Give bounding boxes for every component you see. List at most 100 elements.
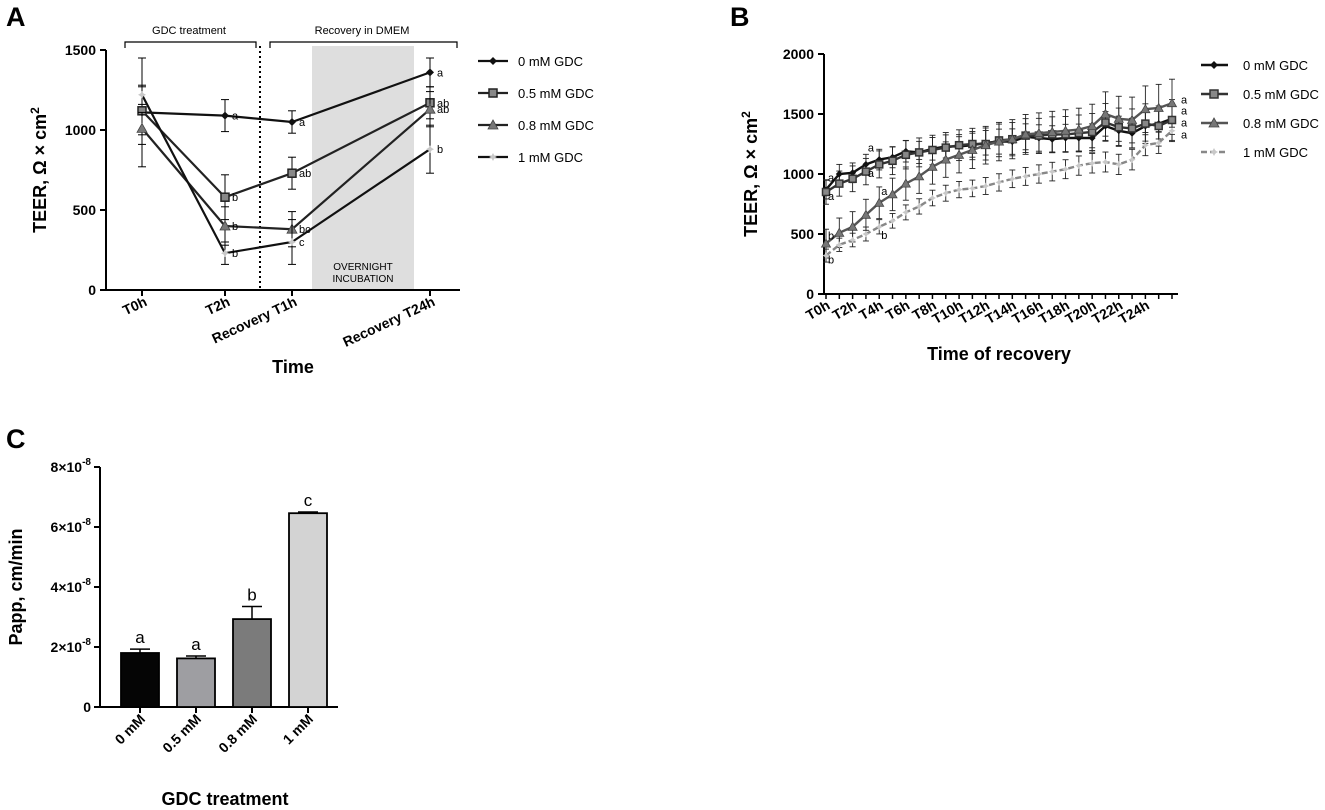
- b-data-point: [835, 179, 844, 188]
- a-legend-marker: [487, 119, 499, 130]
- b-end-letter: a: [1181, 105, 1188, 117]
- b-data-point: [915, 202, 923, 210]
- b-x-tick-label: T4h: [856, 297, 886, 323]
- b-data-point: [1166, 97, 1178, 108]
- b-data-point: [1114, 122, 1124, 132]
- b-y-axis-title-main: TEER, Ω × cm: [741, 118, 761, 237]
- c-significance-letter: a: [191, 635, 201, 654]
- a-data-point: [287, 168, 297, 178]
- b-y-tick-label: 0: [806, 286, 814, 302]
- b-legend-marker: [1210, 148, 1218, 156]
- b-data-point: [1022, 172, 1030, 180]
- b-data-point: [1047, 126, 1058, 136]
- a-y-tick-label: 0: [88, 282, 96, 298]
- b-data-point: [928, 145, 937, 155]
- c-x-axis-title: GDC treatment: [161, 789, 288, 809]
- a-data-point: [138, 90, 146, 99]
- a-data-point: [219, 220, 231, 231]
- b-legend-label: 1 mM GDC: [1243, 145, 1308, 160]
- b-data-point: [914, 148, 924, 157]
- a-y-axis-title-sup: 2: [28, 107, 42, 114]
- a-x-tick-label: T0h: [120, 293, 149, 318]
- recovery-bracket: [269, 41, 458, 48]
- c-x-tick-label: 0 mM: [111, 711, 148, 748]
- b-data-point: [995, 178, 1003, 186]
- a-data-point: [221, 111, 229, 120]
- b-start-letter: a: [828, 173, 835, 185]
- a-data-point: [426, 145, 434, 154]
- b-y-tick-label: 1500: [783, 106, 814, 122]
- b-data-point: [940, 154, 951, 164]
- a-series-line-3: [141, 94, 431, 255]
- b-data-point: [927, 161, 938, 171]
- c-significance-letter: c: [304, 491, 313, 510]
- b-data-point: [928, 194, 936, 202]
- b-mid-letter: a: [868, 143, 875, 155]
- b-data-point: [954, 140, 964, 150]
- a-x-tick-label: Recovery T24h: [340, 293, 437, 350]
- a-data-point: [220, 192, 230, 202]
- b-data-point: [860, 209, 872, 219]
- b-data-point: [887, 189, 898, 199]
- a-legend-label: 0.8 mM GDC: [518, 118, 594, 133]
- a-legend-label: 1 mM GDC: [518, 150, 583, 165]
- c-x-tick-label: 1 mM: [279, 711, 316, 748]
- b-legend-label: 0 mM GDC: [1243, 58, 1308, 73]
- b-data-point: [1126, 114, 1138, 124]
- a-y-axis-title-main: TEER, Ω × cm: [30, 114, 50, 233]
- c-y-tick-mantissa: 6×10: [51, 519, 83, 535]
- b-x-tick-label: T24h: [1116, 297, 1152, 327]
- c-y-tick-exponent: -8: [82, 517, 91, 528]
- b-start-letter: b: [828, 255, 834, 267]
- a-legend-marker: [488, 88, 498, 98]
- c-y-tick-mantissa: 2×10: [51, 639, 83, 655]
- c-y-tick-label: 0: [83, 699, 91, 715]
- c-y-tick-exponent: -8: [82, 457, 91, 468]
- b-data-point: [901, 150, 911, 160]
- a-significance-letter: b: [232, 248, 238, 260]
- b-data-point: [1140, 103, 1151, 114]
- c-y-tick-exponent: -8: [82, 577, 91, 588]
- b-data-point: [821, 187, 831, 197]
- b-end-letter: a: [1181, 129, 1188, 141]
- b-data-point: [849, 236, 857, 244]
- a-significance-letter: b: [232, 221, 238, 233]
- b-y-axis-title: TEER, Ω × cm2: [739, 111, 761, 237]
- c-bar: [120, 652, 160, 708]
- b-data-point: [1127, 124, 1137, 133]
- b-data-point: [874, 160, 884, 169]
- b-data-point: [862, 230, 870, 238]
- b-y-axis-title-sup: 2: [739, 111, 753, 118]
- a-significance-letter: a: [299, 117, 306, 129]
- b-data-point: [941, 143, 951, 152]
- b-data-point: [1167, 115, 1177, 125]
- panel-c-chart: 02×10-84×10-86×10-88×10-8 a abc 0 mM 0.5 m…: [6, 457, 338, 809]
- a-significance-letter: a: [232, 111, 239, 123]
- a-significance-letter: ab: [437, 104, 449, 116]
- b-data-point: [835, 170, 843, 178]
- b-data-point: [1048, 168, 1056, 176]
- c-bar: [288, 512, 328, 708]
- b-data-point: [1101, 158, 1109, 166]
- b-data-point: [1086, 120, 1098, 130]
- b-data-point: [847, 221, 858, 231]
- b-start-letter: b: [828, 231, 834, 243]
- b-data-point: [1075, 162, 1083, 170]
- a-data-point: [136, 122, 148, 133]
- a-y-tick-label: 1000: [65, 122, 96, 138]
- b-data-point: [1153, 102, 1164, 112]
- c-y-tick-mantissa: 0: [83, 699, 91, 715]
- b-data-point: [1155, 139, 1163, 147]
- b-data-point: [1141, 141, 1149, 149]
- b-legend-label: 0.8 mM GDC: [1243, 116, 1319, 131]
- b-data-point: [913, 171, 925, 181]
- b-data-point: [1073, 124, 1085, 134]
- b-data-point: [1100, 108, 1111, 118]
- a-data-point: [426, 68, 434, 77]
- b-data-point: [874, 197, 885, 207]
- b-legend-marker: [1208, 117, 1220, 128]
- b-data-point: [1168, 127, 1176, 135]
- a-x-axis-title: Time: [272, 357, 314, 377]
